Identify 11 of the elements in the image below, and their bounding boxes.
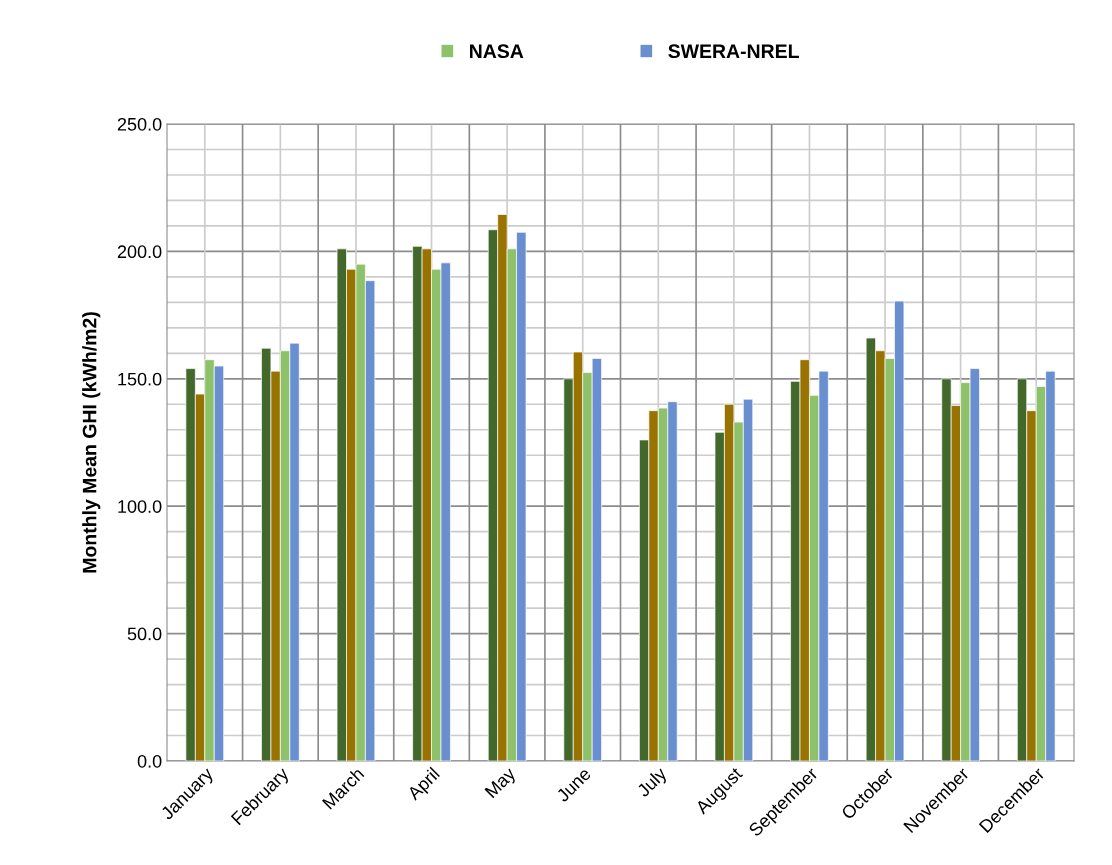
y-tick-label: 200.0 [117,245,162,259]
y-tick-label: 250.0 [117,117,162,131]
x-tick-label: May [484,766,519,801]
legend-label: SWERA-NREL [668,44,799,59]
legend-label: NASA [470,44,524,59]
y-tick-label: 0.0 [137,754,162,768]
y-tick-label: 50.0 [127,627,162,641]
y-tick-label: 100.0 [118,500,162,513]
x-tick-label: July [635,765,671,801]
y-tick-label: 150.0 [118,372,162,386]
y-axis-title: Monthly Mean GHI (kWh/m2) [82,312,101,573]
